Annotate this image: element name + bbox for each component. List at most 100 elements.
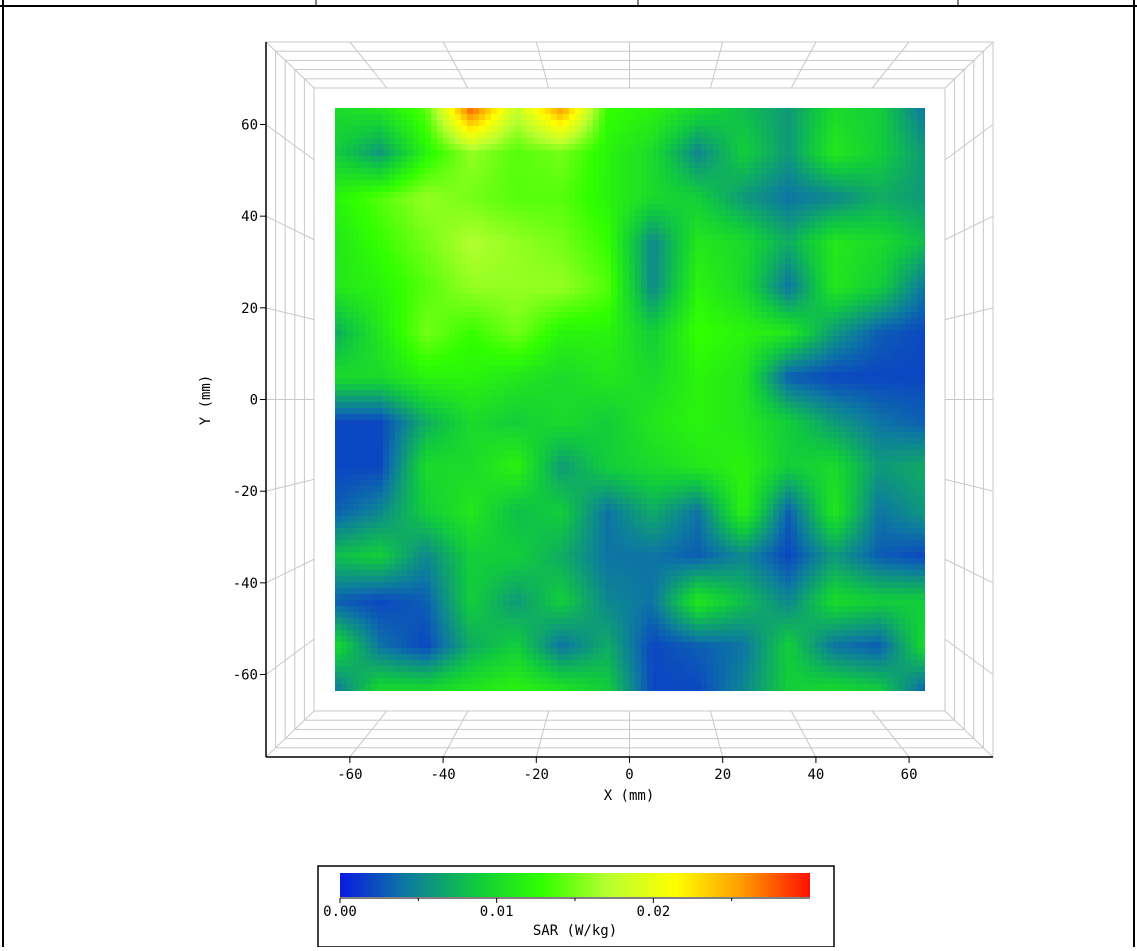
heat-cell <box>713 354 720 361</box>
heat-cell <box>467 192 474 199</box>
heat-cell <box>665 288 672 295</box>
heat-cell <box>851 132 858 139</box>
heat-cell <box>875 120 882 127</box>
heat-cell <box>395 168 402 175</box>
heat-cell <box>815 258 822 265</box>
heat-cell <box>521 312 528 319</box>
heat-cell <box>485 174 492 181</box>
heat-cell <box>581 210 588 217</box>
heat-cell <box>659 294 666 301</box>
heat-cell <box>569 300 576 307</box>
heat-cell <box>875 108 882 115</box>
heat-cell <box>545 204 552 211</box>
heat-cell <box>599 372 606 379</box>
heat-cell <box>785 150 792 157</box>
heat-cell <box>617 402 624 409</box>
heat-cell <box>623 324 630 331</box>
heat-cell <box>437 390 444 397</box>
grid-ray <box>266 479 314 491</box>
heat-cell <box>827 234 834 241</box>
heat-cell <box>563 150 570 157</box>
heat-cell <box>911 144 918 151</box>
heat-cell <box>767 294 774 301</box>
heat-cell <box>515 210 522 217</box>
heat-cell <box>761 318 768 325</box>
heat-cell <box>683 306 690 313</box>
heat-cell <box>533 234 540 241</box>
heat-cell <box>599 222 606 229</box>
heat-cell <box>905 288 912 295</box>
heat-cell <box>629 186 636 193</box>
heat-cell <box>431 126 438 133</box>
heat-cell <box>545 114 552 121</box>
heat-cell <box>797 264 804 271</box>
heat-cell <box>713 318 720 325</box>
heat-cell <box>851 138 858 145</box>
heat-cell <box>491 180 498 187</box>
heat-cell <box>581 348 588 355</box>
heat-cell <box>605 354 612 361</box>
heat-cell <box>641 288 648 295</box>
heat-cell <box>779 114 786 121</box>
heat-cell <box>863 126 870 133</box>
heat-cell <box>557 396 564 403</box>
heat-cell <box>743 402 750 409</box>
heat-cell <box>431 258 438 265</box>
heat-cell <box>737 240 744 247</box>
heat-cell <box>905 126 912 133</box>
heat-cell <box>503 222 510 229</box>
heat-cell <box>773 138 780 145</box>
heat-cell <box>509 312 516 319</box>
heat-cell <box>815 186 822 193</box>
heat-cell <box>599 162 606 169</box>
heat-cell <box>641 216 648 223</box>
heat-cell <box>743 210 750 217</box>
heat-cell <box>419 378 426 385</box>
heat-cell <box>671 210 678 217</box>
heat-cell <box>497 216 504 223</box>
heat-cell <box>803 390 810 397</box>
heat-cell <box>917 330 924 337</box>
heat-cell <box>545 276 552 283</box>
heat-cell <box>611 246 618 253</box>
heat-cell <box>359 378 366 385</box>
heat-cell <box>635 108 642 115</box>
heat-cell <box>653 240 660 247</box>
heat-cell <box>413 186 420 193</box>
heat-cell <box>761 288 768 295</box>
heat-cell <box>383 168 390 175</box>
heat-cell <box>887 390 894 397</box>
heat-cell <box>797 384 804 391</box>
heat-cell <box>647 300 654 307</box>
heat-cell <box>731 156 738 163</box>
heat-cell <box>827 384 834 391</box>
heat-cell <box>767 132 774 139</box>
heat-cell <box>767 192 774 199</box>
heat-cell <box>755 132 762 139</box>
heat-cell <box>551 108 558 115</box>
heat-cell <box>677 270 684 277</box>
heat-cell <box>503 228 510 235</box>
heat-cell <box>767 114 774 121</box>
heat-cell <box>533 204 540 211</box>
heat-cell <box>395 300 402 307</box>
heat-cell <box>671 186 678 193</box>
heat-cell <box>803 252 810 259</box>
heat-cell <box>755 288 762 295</box>
heat-cell <box>569 174 576 181</box>
heat-cell <box>347 306 354 313</box>
heat-cell <box>821 186 828 193</box>
heat-cell <box>551 246 558 253</box>
heat-cell <box>557 366 564 373</box>
heat-cell <box>593 186 600 193</box>
heat-cell <box>527 354 534 361</box>
heat-cell <box>833 204 840 211</box>
heat-cell <box>395 384 402 391</box>
heat-cell <box>629 120 636 127</box>
heat-cell <box>557 378 564 385</box>
heat-cell <box>857 318 864 325</box>
heat-cell <box>647 186 654 193</box>
heat-cell <box>377 360 384 367</box>
heat-cell <box>725 270 732 277</box>
heat-cell <box>617 162 624 169</box>
